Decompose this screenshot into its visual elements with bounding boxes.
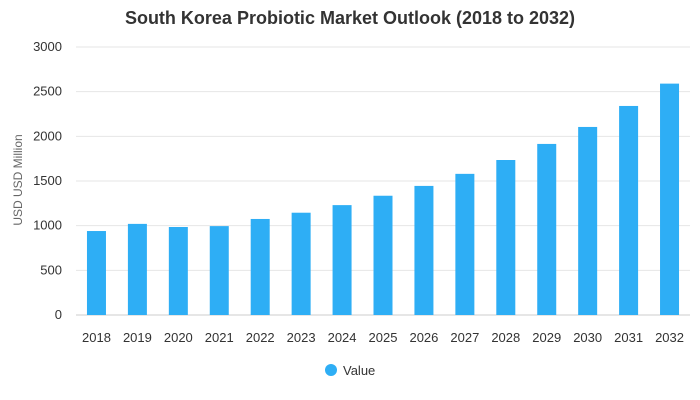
bar-2022[interactable]: [250, 218, 270, 315]
bar-2023[interactable]: [291, 212, 311, 315]
bar-2027[interactable]: [455, 173, 475, 315]
bar-2030[interactable]: [578, 126, 598, 315]
y-tick-label: 2000: [33, 128, 62, 143]
x-tick-label: 2021: [205, 330, 234, 345]
y-tick-label: 0: [55, 307, 62, 322]
chart-title: South Korea Probiotic Market Outlook (20…: [124, 8, 576, 28]
x-tick-label: 2026: [409, 330, 438, 345]
y-tick-label: 2500: [33, 84, 62, 99]
legend[interactable]: Value: [325, 363, 375, 378]
legend-label: Value: [343, 363, 375, 378]
bar-2020[interactable]: [168, 227, 188, 315]
bar-2031[interactable]: [619, 105, 639, 316]
bar-2029[interactable]: [537, 143, 557, 315]
x-tick-label: 2022: [246, 330, 275, 345]
x-tick-label: 2024: [328, 330, 357, 345]
x-tick-label: 2027: [450, 330, 479, 345]
x-tick-label: 2019: [123, 330, 152, 345]
x-tick-label: 2023: [287, 330, 316, 345]
x-axis-ticks: 2018 2019 2020 2021 2022 2023 2024 2025 2026 2027…: [82, 330, 684, 345]
x-tick-label: 2018: [82, 330, 111, 345]
bar-2032[interactable]: [660, 83, 680, 315]
x-tick-label: 2029: [532, 330, 561, 345]
bar-2024[interactable]: [332, 205, 352, 315]
bar-2018[interactable]: [86, 231, 106, 315]
bar-2021[interactable]: [209, 226, 229, 315]
x-tick-label: 2032: [655, 330, 684, 345]
x-tick-label: 2031: [614, 330, 643, 345]
bar-2028[interactable]: [496, 160, 516, 315]
bar-2025[interactable]: [373, 195, 393, 315]
y-tick-label: 1000: [33, 218, 62, 233]
y-tick-label: 3000: [33, 39, 62, 54]
y-tick-label: 500: [40, 262, 62, 277]
x-tick-label: 2028: [491, 330, 520, 345]
bar-2026[interactable]: [414, 185, 434, 315]
x-tick-label: 2030: [573, 330, 602, 345]
y-tick-label: 1500: [33, 173, 62, 188]
x-tick-label: 2020: [164, 330, 193, 345]
bar-2019[interactable]: [127, 223, 147, 315]
bars: [86, 83, 680, 316]
x-tick-label: 2025: [369, 330, 398, 345]
y-axis-ticks: 0 500 1000 1500 2000 2500 3000: [33, 39, 62, 322]
y-axis-label: USD USD Million: [11, 134, 25, 225]
legend-marker: [325, 364, 337, 376]
